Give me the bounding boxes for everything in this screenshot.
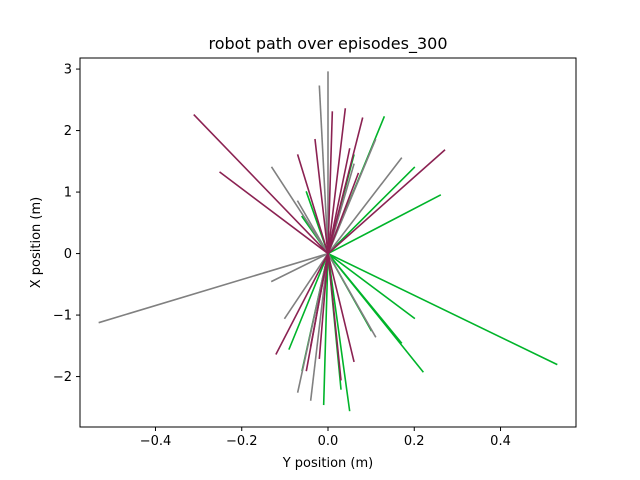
path-line-34 xyxy=(327,108,347,255)
path-line-12 xyxy=(326,194,442,255)
path-line-8 xyxy=(288,252,330,350)
x-tick-label-1: −0.2 xyxy=(226,434,258,449)
chart-title: robot path over episodes_300 xyxy=(209,34,448,54)
y-tick-label-1: −1 xyxy=(53,309,72,324)
path-line-44 xyxy=(309,252,329,347)
x-axis-label: Y position (m) xyxy=(282,456,374,471)
y-axis-label: X position (m) xyxy=(29,197,44,288)
path-line-27 xyxy=(296,200,330,255)
path-line-30 xyxy=(219,171,330,255)
x-tick-label-0: −0.4 xyxy=(140,434,172,449)
x-axis-ticks: −0.4 −0.2 0.0 0.2 0.4 xyxy=(140,427,511,449)
path-line-13 xyxy=(326,166,416,255)
path-line-33 xyxy=(327,117,364,255)
path-line-21 xyxy=(309,252,329,401)
series-layer xyxy=(98,71,558,412)
path-line-25 xyxy=(326,157,403,255)
path-line-43 xyxy=(327,148,351,255)
path-line-0 xyxy=(98,252,329,324)
y-axis-ticks: −2 −1 0 1 2 3 xyxy=(53,63,80,385)
path-line-4 xyxy=(326,252,403,344)
path-line-38 xyxy=(327,252,342,381)
path-line-1 xyxy=(326,252,558,366)
path-line-5 xyxy=(327,252,351,412)
path-line-6 xyxy=(322,252,329,406)
path-line-40 xyxy=(326,172,360,255)
path-line-42 xyxy=(327,111,334,255)
path-line-23 xyxy=(318,85,329,255)
path-line-17 xyxy=(270,252,330,283)
path-line-26 xyxy=(270,166,330,255)
path-line-35 xyxy=(327,252,355,363)
y-tick-label-0: −2 xyxy=(53,370,72,385)
path-line-41 xyxy=(318,252,329,359)
x-tick-label-3: 0.2 xyxy=(404,434,425,449)
path-line-20 xyxy=(326,252,377,338)
x-tick-label-2: 0.0 xyxy=(318,434,339,449)
path-line-29 xyxy=(193,114,330,255)
path-line-18 xyxy=(283,252,330,320)
path-line-37 xyxy=(296,154,329,255)
path-line-3 xyxy=(326,252,416,320)
path-line-39 xyxy=(314,138,329,255)
y-tick-label-5: 3 xyxy=(64,63,72,78)
y-tick-label-2: 0 xyxy=(64,247,72,262)
y-tick-label-4: 2 xyxy=(64,124,72,139)
y-tick-label-3: 1 xyxy=(64,186,72,201)
path-line-32 xyxy=(275,252,330,355)
x-tick-label-4: 0.4 xyxy=(490,434,511,449)
path-line-31 xyxy=(326,149,446,255)
